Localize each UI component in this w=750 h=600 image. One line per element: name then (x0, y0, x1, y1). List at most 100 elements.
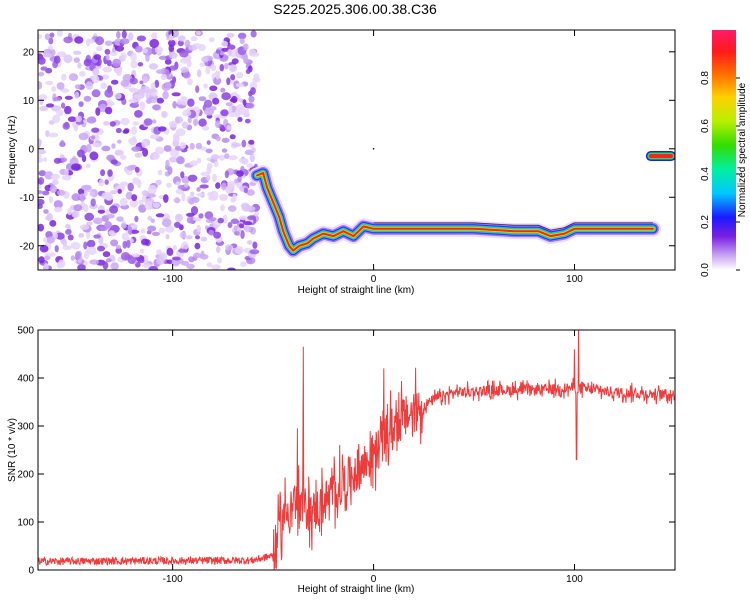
noise-blob (208, 37, 215, 43)
noise-blob (78, 132, 89, 141)
noise-blob (89, 259, 100, 265)
noise-blob (244, 224, 252, 233)
noise-blob (110, 51, 118, 57)
noise-blob (173, 30, 179, 38)
noise-blob (208, 229, 215, 236)
noise-blob (120, 251, 131, 261)
noise-blob (194, 235, 201, 240)
noise-blob (131, 194, 138, 202)
noise-blob (245, 68, 251, 74)
noise-blob (157, 126, 167, 132)
noise-blob (161, 111, 168, 118)
snr-series-line (38, 330, 675, 570)
noise-blob (221, 182, 227, 191)
noise-blob (55, 232, 65, 240)
noise-blob (79, 193, 86, 203)
noise-blob (74, 84, 81, 90)
noise-blob (248, 48, 257, 57)
noise-blob (237, 117, 243, 122)
ridge-dot (372, 147, 375, 150)
noise-blob (211, 154, 220, 160)
noise-blob (177, 248, 188, 253)
noise-blob (67, 207, 73, 216)
noise-blob (56, 109, 64, 117)
noise-blob (110, 190, 118, 195)
noise-blob (184, 39, 191, 48)
noise-blob (147, 184, 157, 194)
noise-blob (65, 224, 71, 229)
noise-blob (84, 212, 94, 221)
noise-blob (45, 130, 50, 138)
noise-blob (85, 38, 91, 47)
noise-blob (102, 261, 109, 270)
noise-blob (120, 79, 130, 87)
noise-blob (38, 139, 42, 148)
noise-blob (136, 35, 146, 42)
noise-blob (248, 139, 255, 145)
noise-blob (131, 126, 137, 135)
noise-blob (151, 119, 157, 124)
noise-blob (185, 235, 193, 240)
noise-blob (231, 142, 241, 147)
noise-blob (148, 63, 159, 70)
noise-blob (134, 110, 143, 118)
noise-blob (219, 63, 225, 72)
noise-blob (137, 179, 142, 189)
noise-blob (117, 139, 122, 144)
noise-blob (161, 218, 172, 228)
noise-blob (193, 252, 202, 259)
snr-ytick-label: 500 (17, 326, 34, 337)
noise-blob (119, 38, 130, 45)
noise-blob (152, 104, 161, 111)
noise-blob (155, 179, 162, 186)
noise-blob (184, 182, 189, 188)
noise-blob (182, 109, 192, 117)
noise-blob (201, 125, 210, 131)
noise-blob (172, 245, 177, 251)
noise-blob (70, 255, 76, 261)
noise-blob (164, 82, 172, 89)
snr-ytick-label: 0 (28, 566, 34, 577)
noise-blob (50, 173, 60, 180)
snr-ylabel: SNR (10 * v/v) (7, 418, 18, 482)
noise-blob (181, 192, 186, 202)
noise-blob (116, 67, 122, 77)
noise-blob (137, 62, 144, 67)
noise-blob (224, 153, 230, 160)
noise-blob (215, 246, 221, 254)
noise-blob (239, 223, 245, 229)
noise-blob (84, 250, 90, 260)
noise-blob (169, 148, 180, 158)
noise-blob (236, 72, 244, 79)
noise-blob (143, 118, 153, 126)
noise-blob (141, 190, 149, 197)
noise-blob (121, 232, 129, 241)
noise-blob (86, 116, 97, 124)
noise-blob (140, 228, 146, 234)
colorbar-tick-label: 0.4 (700, 167, 711, 181)
noise-blob (147, 216, 153, 221)
noise-blob (51, 179, 59, 186)
noise-blob (208, 217, 217, 222)
noise-blob (174, 116, 184, 124)
noise-blob (181, 260, 190, 266)
noise-blob (180, 66, 189, 74)
noise-blob (187, 117, 192, 124)
noise-blob (198, 213, 204, 219)
noise-blob (73, 204, 83, 212)
noise-blob (72, 50, 82, 55)
noise-blob (206, 174, 211, 181)
noise-blob (222, 214, 228, 224)
noise-blob (244, 149, 254, 156)
noise-blob (181, 121, 189, 129)
noise-blob (211, 264, 221, 270)
noise-blob (61, 73, 67, 81)
noise-blob (125, 191, 133, 200)
noise-blob (104, 48, 111, 55)
noise-blob (209, 85, 218, 92)
noise-blob (196, 69, 202, 78)
noise-blob (77, 264, 86, 270)
noise-blob (38, 149, 47, 155)
noise-blob (107, 169, 113, 177)
